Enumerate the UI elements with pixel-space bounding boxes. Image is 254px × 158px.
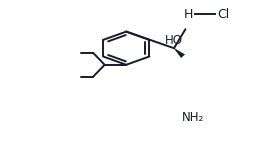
Polygon shape bbox=[174, 48, 185, 58]
Text: Cl: Cl bbox=[217, 8, 229, 21]
Text: HO: HO bbox=[165, 34, 183, 47]
Text: NH₂: NH₂ bbox=[182, 111, 204, 124]
Text: H: H bbox=[184, 8, 193, 21]
